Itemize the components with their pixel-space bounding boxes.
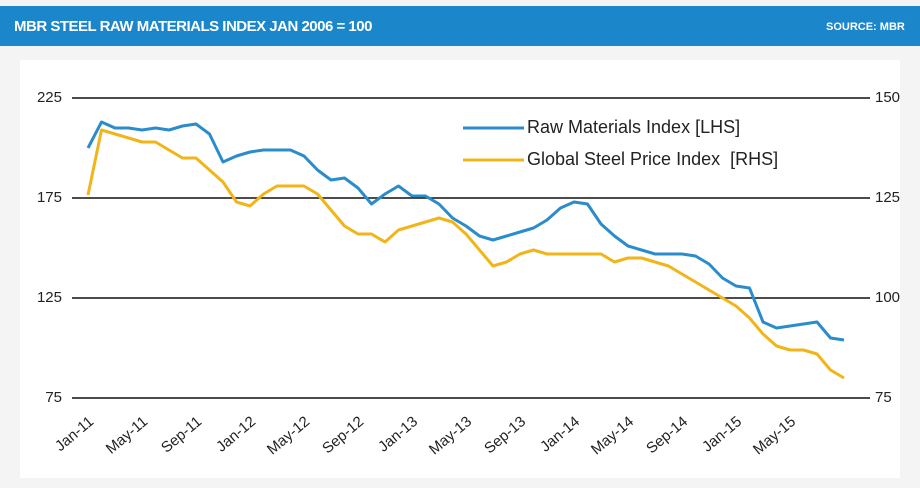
series-line xyxy=(86,120,845,342)
y2-tick-label: 100 xyxy=(875,289,900,306)
y2-tick-label: 125 xyxy=(875,189,900,206)
y2-tick-label: 150 xyxy=(875,89,900,106)
legend-label: Global Steel Price Index [RHS] xyxy=(527,149,778,169)
legend-label: Raw Materials Index [LHS] xyxy=(527,117,740,137)
y-tick-label: 225 xyxy=(37,89,62,106)
y-tick-label: 175 xyxy=(37,189,62,206)
chart-title: MBR STEEL RAW MATERIALS INDEX JAN 2006 =… xyxy=(14,18,372,35)
series-line xyxy=(86,128,845,380)
y-tick-label: 75 xyxy=(45,389,62,406)
source: SOURCE: MBR xyxy=(826,21,905,33)
header-bar xyxy=(0,6,920,46)
plot-background xyxy=(20,60,900,478)
y2-tick-label: 75 xyxy=(875,389,892,406)
y-tick-label: 125 xyxy=(37,289,62,306)
